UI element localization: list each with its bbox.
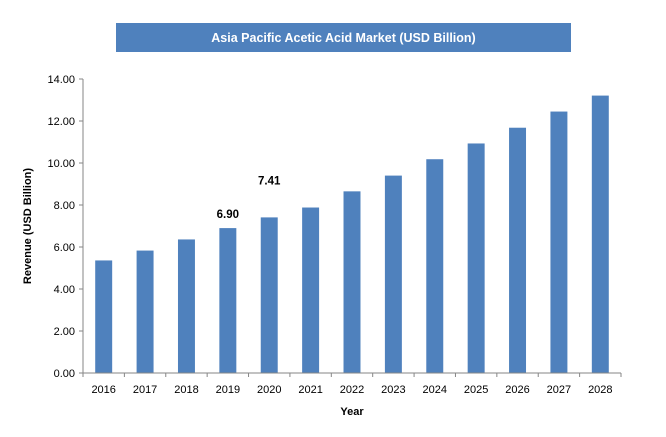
data-labels: 6.90 7.41 <box>217 175 281 221</box>
x-tick-label: 2022 <box>340 384 364 396</box>
chart-title-banner: Asia Pacific Acetic Acid Market (USD Bil… <box>116 23 571 52</box>
bar-2026 <box>509 127 527 373</box>
x-tick-label: 2026 <box>505 384 529 396</box>
y-axis-ticks: 0.00 2.00 4.00 6.00 8.00 10.00 12.00 14.00 <box>47 74 83 380</box>
bar-2027 <box>550 111 568 374</box>
x-tick-label: 2020 <box>257 384 281 396</box>
x-tick-label: 2016 <box>91 384 115 396</box>
bar-2018 <box>177 239 195 373</box>
y-axis-title: Revenue (USD Billion) <box>22 168 34 284</box>
bar-2028 <box>591 95 609 373</box>
data-label-2019: 6.90 <box>217 209 239 221</box>
bars <box>95 95 609 374</box>
x-tick-label: 2023 <box>381 384 405 396</box>
x-tick-label: 2021 <box>298 384 322 396</box>
x-tick-label: 2019 <box>216 384 240 396</box>
y-tick-label: 4.00 <box>54 284 75 296</box>
x-tick-label: 2017 <box>133 384 157 396</box>
bar-2021 <box>302 207 320 373</box>
x-tick-label: 2024 <box>423 384 447 396</box>
x-tick-label: 2027 <box>547 384 571 396</box>
y-tick-label: 0.00 <box>54 368 75 380</box>
bar-2025 <box>467 143 485 373</box>
data-label-2020: 7.41 <box>258 175 281 187</box>
y-tick-label: 6.00 <box>54 242 75 254</box>
bar-2022 <box>343 191 361 373</box>
x-tick-label: 2018 <box>174 384 198 396</box>
y-tick-label: 2.00 <box>54 326 75 338</box>
x-axis-title: Year <box>340 406 364 418</box>
bar-2017 <box>136 250 154 373</box>
y-tick-label: 12.00 <box>47 116 75 128</box>
y-tick-label: 14.00 <box>47 74 75 86</box>
bar-2024 <box>426 159 444 373</box>
y-tick-label: 8.00 <box>54 200 75 212</box>
x-tick-label: 2025 <box>464 384 488 396</box>
bar-2019 <box>219 228 237 373</box>
bar-2020 <box>260 217 278 373</box>
x-tick-label: 2028 <box>588 384 612 396</box>
chart-title: Asia Pacific Acetic Acid Market (USD Bil… <box>211 30 476 45</box>
bar-2023 <box>384 175 402 373</box>
x-axis-ticks: 2016 2017 2018 2019 2020 2021 2022 2023 2024 2025… <box>82 373 622 396</box>
y-tick-label: 10.00 <box>47 158 75 170</box>
bar-2016 <box>95 260 113 373</box>
